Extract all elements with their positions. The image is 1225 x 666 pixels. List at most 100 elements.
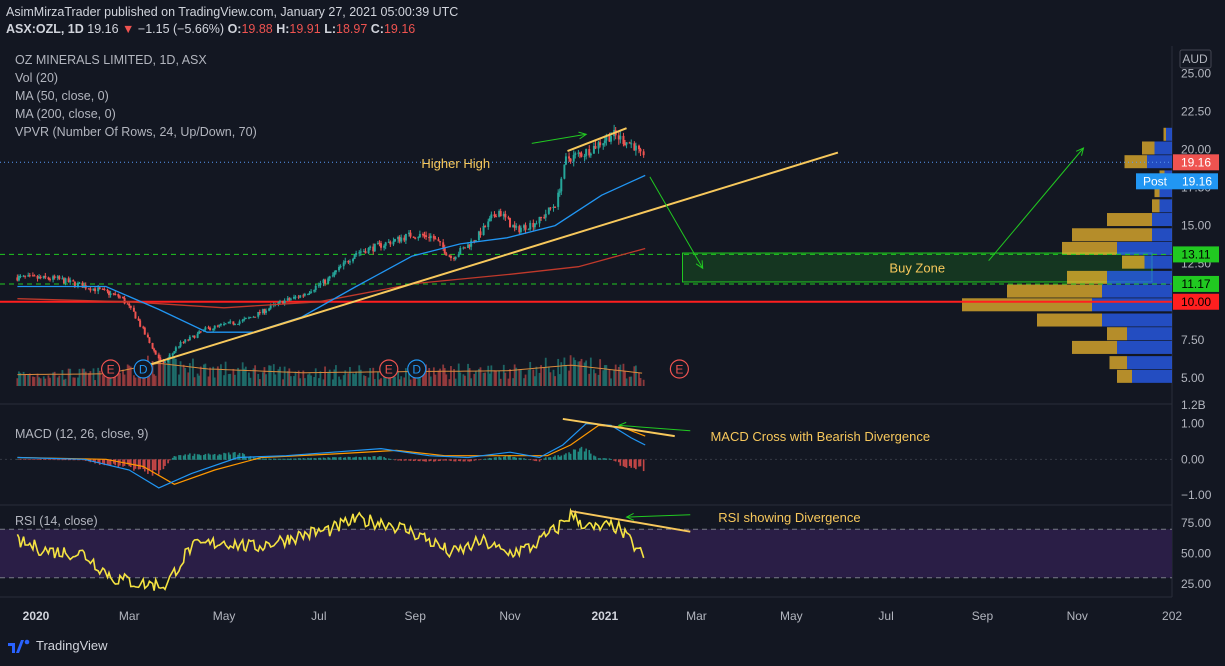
volume-bar	[603, 365, 606, 386]
macd-histogram-bar	[638, 459, 640, 467]
volume-bar	[83, 368, 86, 386]
volume-bar	[114, 376, 117, 386]
macd-histogram-bar	[18, 459, 20, 460]
candle-body	[442, 242, 445, 248]
legend-rsi[interactable]: RSI (14, close)	[15, 514, 98, 528]
candle-body	[577, 152, 580, 154]
macd-tick: 1.00	[1181, 417, 1205, 431]
macd-histogram-bar	[524, 458, 527, 460]
volume-bar	[470, 378, 473, 386]
candle-body	[504, 213, 507, 218]
last-price-tag: 19.16	[1181, 155, 1211, 169]
volume-bar	[462, 374, 465, 386]
candle-body	[299, 295, 302, 298]
volume-bar	[594, 373, 597, 386]
candle-body	[409, 232, 412, 237]
macd-histogram-bar	[523, 458, 525, 460]
macd-histogram-bar	[310, 457, 312, 460]
macd-histogram-bar	[405, 459, 407, 461]
macd-histogram-bar	[39, 459, 42, 460]
vpvr-down-bar	[1109, 356, 1127, 370]
candle-body	[564, 156, 567, 165]
macd-histogram-bar	[513, 456, 516, 460]
tradingview-brand[interactable]: TradingView	[8, 638, 108, 653]
macd-tick: 0.00	[1181, 452, 1205, 466]
volume-bar	[450, 366, 452, 386]
candle-body	[151, 342, 154, 349]
volume-bar	[599, 359, 602, 386]
volume-bar	[282, 379, 285, 386]
candle-body	[278, 301, 281, 303]
time-tick: Sep	[972, 609, 994, 623]
candle-body	[171, 353, 174, 356]
volume-bar	[380, 378, 382, 386]
volume-bar	[112, 371, 115, 386]
candle-body	[39, 276, 42, 278]
volume-bar	[126, 364, 129, 386]
candle-body	[64, 278, 67, 284]
macd-histogram-bar	[72, 459, 75, 461]
vpvr-up-bar	[1117, 241, 1172, 255]
macd-histogram-bar	[423, 459, 426, 462]
legend-ma50[interactable]: MA (50, close, 0)	[15, 89, 109, 103]
macd-histogram-bar	[98, 459, 101, 465]
volume-bar	[24, 374, 27, 386]
legend-macd[interactable]: MACD (12, 26, close, 9)	[15, 427, 149, 441]
volume-bar	[64, 378, 67, 386]
macd-histogram-bar	[635, 459, 637, 470]
candle-body	[599, 142, 602, 146]
legend-volume[interactable]: Vol (20)	[15, 71, 59, 85]
volume-bar	[529, 361, 532, 386]
macd-histogram-bar	[617, 459, 620, 463]
legend-ma200[interactable]: MA (200, close, 0)	[15, 107, 116, 121]
volume-bar	[128, 365, 131, 386]
candle-body	[487, 221, 490, 228]
volume-bar	[265, 374, 267, 386]
legend-vpvr[interactable]: VPVR (Number Of Rows, 24, Up/Down, 70)	[15, 125, 257, 139]
volume-bar	[299, 378, 302, 386]
candle-body	[109, 293, 112, 296]
macd-histogram-bar	[229, 454, 232, 460]
macd-histogram-bar	[349, 456, 351, 460]
candle-body	[193, 335, 196, 338]
volume-bar	[193, 377, 196, 386]
macd-histogram-bar	[495, 457, 497, 460]
macd-histogram-bar	[380, 456, 382, 460]
candle-body	[17, 276, 20, 281]
candle-body	[387, 241, 390, 243]
volume-bar	[173, 356, 176, 386]
candle-body	[114, 294, 117, 296]
volume-bar	[339, 379, 342, 386]
event-marker-D	[407, 359, 427, 379]
volume-bar	[624, 370, 626, 386]
candle-body	[198, 331, 201, 334]
candle-body	[308, 292, 311, 294]
volume-bar	[479, 367, 482, 386]
candle-body	[16, 277, 19, 281]
candle-body	[73, 281, 76, 287]
volume-bar	[268, 365, 271, 386]
volume-bar	[400, 376, 403, 386]
macd-histogram-bar	[130, 459, 132, 468]
volume-bar	[408, 366, 410, 386]
macd-histogram-bar	[425, 459, 427, 462]
volume-bar	[168, 353, 171, 386]
macd-histogram-bar	[563, 454, 566, 460]
volume-bar	[254, 365, 257, 386]
macd-histogram-bar	[189, 453, 191, 460]
macd-histogram-bar	[377, 457, 379, 460]
symbol-ohlc-bar: ASX:OZL, 1D 19.16 ▼ −1.15 (−5.66%) O:19.…	[6, 22, 415, 36]
candle-body	[33, 275, 36, 277]
vpvr-up-bar	[1102, 313, 1172, 327]
macd-histogram-bar	[450, 459, 452, 462]
volume-bar	[630, 376, 633, 386]
candle-body	[227, 321, 230, 324]
candle-body	[87, 288, 90, 290]
volume-bar	[263, 367, 266, 386]
legend-title[interactable]: OZ MINERALS LIMITED, 1D, ASX	[15, 53, 207, 67]
macd-histogram-bar	[193, 453, 196, 460]
candle-body	[157, 354, 160, 359]
candle-body	[339, 266, 342, 268]
macd-histogram-bar	[232, 452, 235, 460]
